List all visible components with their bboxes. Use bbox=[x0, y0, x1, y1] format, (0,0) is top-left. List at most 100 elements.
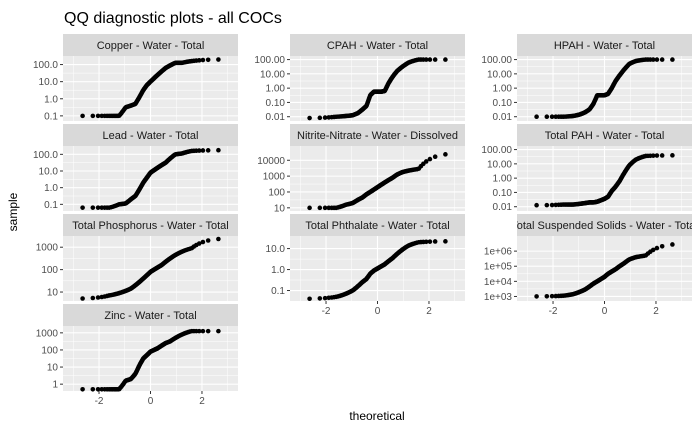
y-tick-label: 10 bbox=[47, 363, 59, 374]
qq-point bbox=[196, 328, 202, 334]
qq-point bbox=[659, 57, 665, 62]
qq-points bbox=[80, 236, 221, 301]
qq-points bbox=[534, 242, 675, 299]
facet-panels: Copper - Water - Total 0.1 1.0 10.0 100.0 CPA… bbox=[33, 34, 692, 407]
x-tick-label: 2 bbox=[426, 306, 432, 317]
facet-strip-label: HPAH - Water - Total bbox=[554, 40, 655, 52]
y-tick-label: 1.0 bbox=[44, 183, 58, 194]
y-tick-label: 1000 bbox=[36, 328, 59, 339]
facet-strip bbox=[517, 34, 692, 56]
x-tick-label: -2 bbox=[95, 396, 104, 407]
facet-strip bbox=[63, 304, 238, 326]
qq-point bbox=[423, 159, 429, 164]
y-tick-label: 0.10 bbox=[266, 98, 286, 109]
y-tick-label: 100.0 bbox=[33, 150, 58, 161]
x-tick-label: 2 bbox=[653, 306, 659, 317]
y-tick-label: 100.00 bbox=[254, 55, 285, 66]
facet-strip-label: Total Phosphorus - Water - Total bbox=[72, 220, 229, 232]
qq-point bbox=[95, 113, 101, 119]
qq-point bbox=[317, 115, 323, 121]
x-axis-title: theoretical bbox=[349, 409, 404, 423]
x-tick-label: 0 bbox=[148, 396, 154, 407]
y-tick-label: 10.00 bbox=[260, 69, 285, 80]
y-tick-label: 100 bbox=[41, 265, 58, 276]
qq-point bbox=[427, 57, 433, 62]
y-tick-label: 0.1 bbox=[271, 286, 285, 297]
qq-point bbox=[322, 115, 328, 120]
qq-point bbox=[95, 386, 101, 392]
y-tick-label: 1e+04 bbox=[484, 277, 513, 288]
facet-panel: Total Phosphorus - Water - Total 10 100 100… bbox=[36, 214, 238, 301]
y-tick-label: 10.00 bbox=[487, 69, 512, 80]
qq-point bbox=[534, 114, 539, 120]
y-tick-label: 0.10 bbox=[493, 98, 513, 109]
qq-point bbox=[200, 239, 206, 245]
qq-point bbox=[322, 295, 328, 301]
qq-point bbox=[432, 154, 438, 159]
qq-points bbox=[80, 147, 221, 210]
qq-point bbox=[549, 114, 555, 120]
qq-point bbox=[654, 153, 660, 158]
qq-point bbox=[307, 296, 312, 302]
qq-point bbox=[670, 57, 675, 62]
facet-panel: Total Phthalate - Water - Total 0.1 1.0 10.… bbox=[266, 214, 465, 317]
qq-point bbox=[80, 296, 85, 301]
qq-point bbox=[307, 205, 312, 211]
facet-panel: Total PAH - Water - Total 0.01 0.10 1.00 10.… bbox=[481, 124, 692, 213]
qq-point bbox=[317, 205, 323, 211]
y-tick-label: 100 bbox=[268, 187, 285, 198]
facet-panel: Nitrite-Nitrate - Water - Dissolved 10 100… bbox=[257, 124, 465, 214]
facet-strip bbox=[290, 214, 465, 236]
facet-strip-label: Total PAH - Water - Total bbox=[545, 130, 665, 142]
facet-strip bbox=[517, 214, 692, 236]
qq-point bbox=[534, 202, 539, 208]
y-tick-label: 0.10 bbox=[493, 188, 513, 199]
qq-point bbox=[423, 57, 429, 62]
qq-point bbox=[534, 294, 539, 299]
qq-point bbox=[90, 205, 96, 210]
qq-point bbox=[654, 57, 660, 62]
y-tick-label: 0.1 bbox=[44, 111, 58, 122]
x-tick-label: 2 bbox=[199, 396, 205, 407]
y-tick-label: 10.0 bbox=[39, 77, 59, 88]
y-tick-label: 100.0 bbox=[33, 60, 58, 71]
y-tick-label: 1000 bbox=[36, 243, 59, 254]
qq-point bbox=[80, 113, 85, 119]
y-tick-label: 1e+05 bbox=[484, 262, 513, 273]
qq-points bbox=[80, 328, 221, 392]
qq-point bbox=[196, 58, 202, 63]
qq-point bbox=[95, 205, 101, 210]
y-tick-label: 10.0 bbox=[266, 244, 286, 255]
qq-point bbox=[216, 147, 221, 153]
qq-point bbox=[216, 328, 221, 334]
y-tick-label: 1.0 bbox=[44, 94, 58, 105]
qq-point bbox=[443, 57, 448, 62]
y-tick-label: 10000 bbox=[257, 156, 285, 167]
facet-strip-label: Copper - Water - Total bbox=[97, 40, 205, 52]
qq-point bbox=[427, 156, 433, 162]
y-tick-label: 1e+06 bbox=[484, 247, 513, 258]
qq-point bbox=[423, 239, 429, 245]
qq-point bbox=[544, 114, 550, 120]
qq-point bbox=[670, 153, 675, 158]
qq-points bbox=[307, 57, 448, 121]
facet-panel: Zinc - Water - Total 1 10 100 1000 -2 0 2 bbox=[36, 304, 238, 407]
qq-point bbox=[196, 241, 202, 246]
qq-point bbox=[443, 239, 448, 244]
y-tick-label: 1.0 bbox=[271, 265, 285, 276]
facet-strip-label: Lead - Water - Total bbox=[103, 130, 199, 142]
qq-point bbox=[307, 115, 312, 121]
qq-point bbox=[659, 153, 665, 158]
facet-strip bbox=[290, 34, 465, 56]
y-tick-label: 1.00 bbox=[266, 84, 286, 95]
facet-strip-label: Nitrite-Nitrate - Water - Dissolved bbox=[297, 130, 458, 142]
qq-points bbox=[534, 153, 675, 208]
y-tick-label: 1.00 bbox=[493, 174, 513, 185]
qq-point bbox=[200, 328, 206, 334]
y-axis-title: sample bbox=[6, 192, 20, 231]
qq-point bbox=[95, 295, 101, 300]
facet-panel: Copper - Water - Total 0.1 1.0 10.0 100.0 bbox=[33, 34, 238, 122]
qq-point bbox=[205, 148, 211, 153]
chart-title: QQ diagnostic plots - all COCs bbox=[64, 10, 282, 27]
qq-point bbox=[443, 152, 448, 157]
